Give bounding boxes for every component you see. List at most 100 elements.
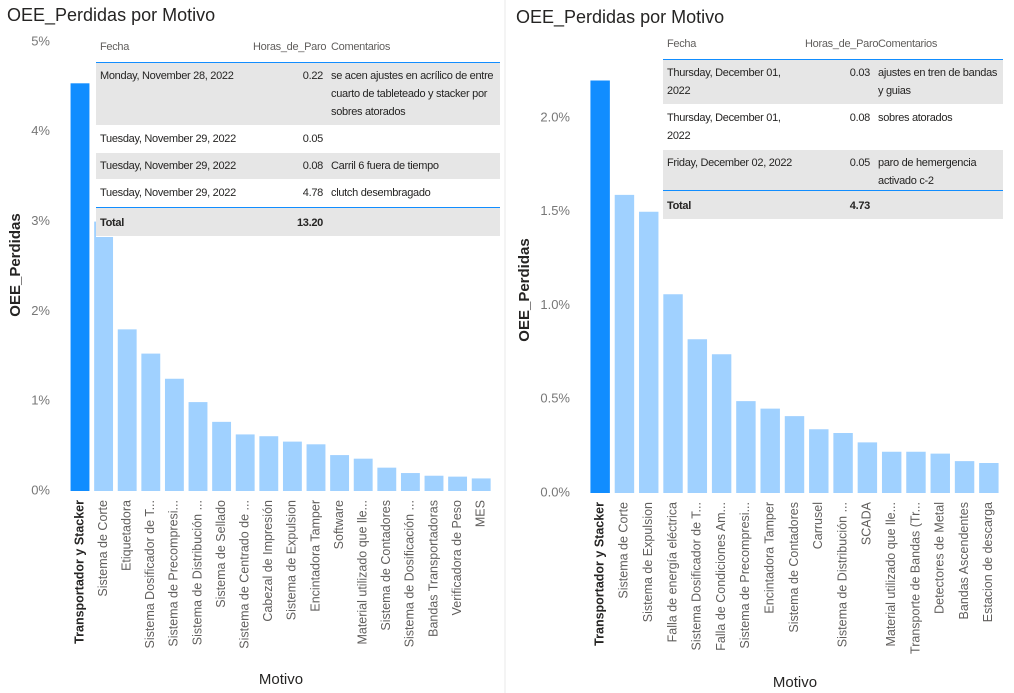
data-table: Fecha Horas_de_Paro Comentarios Thursday, D… <box>663 31 1003 220</box>
x-tick-label: Etiquetadora <box>119 500 133 571</box>
table-cell: Total <box>663 190 801 220</box>
bar <box>94 221 114 491</box>
table-cell: sobres atorados <box>874 104 1003 150</box>
x-tick-label: Falla de energía eléctrica <box>665 502 679 642</box>
table-row: Fecha Horas_de_Paro Comentarios <box>663 31 1003 60</box>
table-cell: 0.05 <box>249 125 327 153</box>
x-tick-label: Falla de Condiciones Am... <box>714 502 728 651</box>
x-tick-label: Sistema de Corte <box>617 502 631 599</box>
bar <box>282 441 302 491</box>
table-cell: clutch desembragado <box>327 179 500 207</box>
x-tick-label: Transportador y Stacker <box>72 500 86 644</box>
table-cell: Tuesday, November 29, 2022 <box>96 125 249 153</box>
bar <box>448 476 468 491</box>
x-tick-label: Sistema Dosificador de T... <box>690 502 704 650</box>
y-tick-label: 0% <box>31 482 50 497</box>
table-body: Thursday, December 01, 2022 0.03 ajustes e… <box>663 60 1003 190</box>
table-total-body: Total 13.20 <box>96 207 500 237</box>
x-tick-label: Material utilizado que lle... <box>355 500 369 645</box>
y-tick-label: 5% <box>31 33 50 48</box>
table-cell <box>327 125 500 153</box>
x-tick-label: Sistema de Distribución ... <box>190 500 204 645</box>
x-tick-label: Transporte de Bandas (Tr... <box>908 502 922 654</box>
table-cell: Tuesday, November 29, 2022 <box>96 179 249 207</box>
x-tick-label: Material utilizado que lle... <box>884 502 898 647</box>
table-body: Monday, November 28, 2022 0.22 se acen aju… <box>96 63 500 207</box>
table-head: Fecha Horas_de_Paro Comentarios <box>96 34 500 63</box>
x-tick-label: Bandas Ascendentes <box>957 502 971 619</box>
table-cell: 4.73 <box>801 190 874 220</box>
table-total-body: Total 4.73 <box>663 190 1003 220</box>
y-tick-label: 2.0% <box>540 109 570 124</box>
table-cell: Comentarios <box>327 34 500 63</box>
bar <box>235 434 255 491</box>
table-head: Fecha Horas_de_Paro Comentarios <box>663 31 1003 60</box>
x-tick-label: SCADA <box>860 501 874 545</box>
table-cell: Thursday, December 01, 2022 <box>663 104 801 150</box>
x-tick-label: Encintadora Tamper <box>763 502 777 614</box>
chart-title: OEE_Perdidas por Motivo <box>516 7 724 28</box>
x-tick-label: Verificadora de Peso <box>450 500 464 615</box>
table-cell: Fecha <box>663 31 801 60</box>
x-tick-label: Sistema de Centrado de ... <box>237 500 251 649</box>
bar <box>400 473 420 491</box>
bar <box>330 455 350 491</box>
bar <box>736 401 756 493</box>
table-header: Fecha Horas_de_Paro Comentarios <box>96 34 500 63</box>
bar <box>639 211 659 493</box>
x-tick-label: Sistema de Distribución ... <box>835 502 849 647</box>
x-tick-label: Encintadora Tamper <box>308 500 322 612</box>
x-axis-title: Motivo <box>259 671 303 688</box>
bar <box>614 194 635 493</box>
bar <box>259 436 279 491</box>
x-tick-label: Sistema de Expulsion <box>641 502 655 622</box>
table-cell: 0.05 <box>801 149 874 190</box>
y-tick-label: 1.0% <box>540 297 570 312</box>
x-tick-label: Carrusel <box>811 502 825 549</box>
bar <box>188 402 208 491</box>
y-axis-title: OEE_Perdidas <box>516 238 533 341</box>
x-tick-label: Sistema de Precompresi... <box>738 502 752 649</box>
x-axis-title: Motivo <box>773 674 817 691</box>
table-total: Total 13.20 <box>96 207 500 237</box>
bar <box>930 453 950 493</box>
table-cell: paro de hemergencia activado c-2 <box>874 149 1003 190</box>
table-cell: 0.08 <box>249 152 327 180</box>
x-tick-label: MES <box>473 500 487 527</box>
table-cell: Total <box>96 207 249 237</box>
x-tick-label: Sistema de Contadores <box>787 502 801 633</box>
bar <box>833 433 853 493</box>
table-row: Fecha Horas_de_Paro Comentarios <box>96 34 500 63</box>
x-tick-label: Sistema de Expulsion <box>285 500 299 620</box>
bar <box>424 475 444 491</box>
table-cell: 4.78 <box>249 179 327 207</box>
bar <box>306 444 326 491</box>
table-tbody: Monday, November 28, 2022 0.22 se acen aju… <box>96 63 500 207</box>
x-tick-label: Transportador y Stacker <box>592 502 606 646</box>
x-tick-label: Sistema de Precompresi... <box>167 500 181 647</box>
table-cell <box>874 190 1003 220</box>
y-tick-label: 1.5% <box>540 203 570 218</box>
y-tick-label: 2% <box>31 303 50 318</box>
bar <box>117 329 137 491</box>
table-row: Tuesday, November 29, 2022 4.78 clutch des… <box>96 179 500 207</box>
y-axis-title: OEE_Perdidas <box>7 213 24 316</box>
table-header: Fecha Horas_de_Paro Comentarios <box>663 31 1003 60</box>
table-cell: Comentarios <box>874 31 1003 60</box>
table-cell: Friday, December 02, 2022 <box>663 149 801 190</box>
y-tick-label: 1% <box>31 393 50 408</box>
table-row: Monday, November 28, 2022 0.22 se acen aju… <box>96 63 500 126</box>
table-rows: Thursday, December 01, 2022 0.03 ajustes e… <box>663 60 1003 190</box>
table-cell: Horas_de_Paro <box>801 31 878 60</box>
table-cell: 0.03 <box>801 60 874 105</box>
bar <box>881 451 902 493</box>
table-row: Thursday, December 01, 2022 0.03 ajustes e… <box>663 60 1003 105</box>
bar <box>760 408 780 493</box>
table-cell: Horas_de_Paro <box>249 34 327 63</box>
y-tick-label: 0.5% <box>540 391 570 406</box>
table-cell: 13.20 <box>249 207 327 237</box>
bar <box>212 421 232 491</box>
x-tick-label: Sistema de Sellado <box>214 500 228 608</box>
table-cell: Tuesday, November 29, 2022 <box>96 152 249 180</box>
